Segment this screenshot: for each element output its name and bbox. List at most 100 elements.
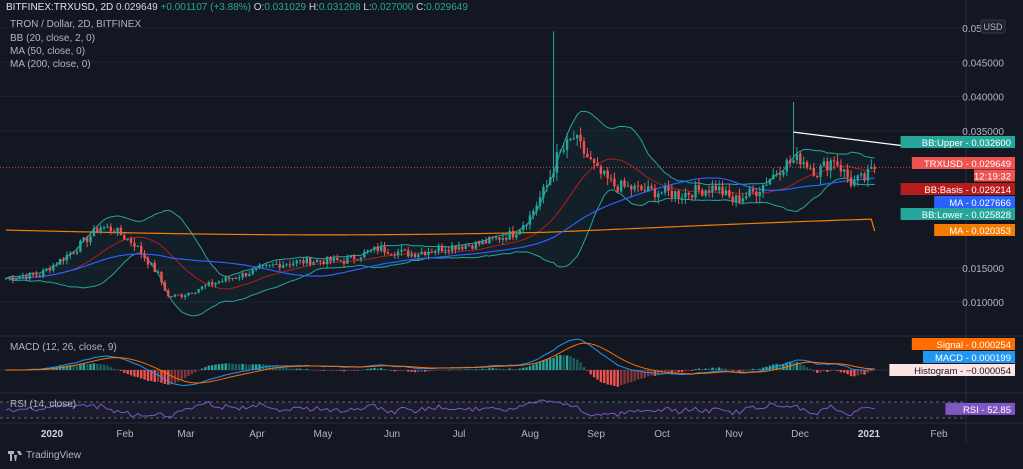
candle-body <box>812 167 816 176</box>
histogram-bar <box>109 367 112 370</box>
candle-body <box>413 254 417 258</box>
candle-body <box>251 269 254 275</box>
macd-indicator-label[interactable]: MACD (12, 26, close, 9) <box>10 342 117 353</box>
candle-body <box>167 290 170 296</box>
histogram-bar <box>849 370 853 377</box>
candle-body <box>498 237 501 240</box>
symbol-name[interactable]: BITFINEX:TRXUSD, 2D <box>6 2 114 13</box>
candle-body <box>565 139 569 150</box>
histogram-bar <box>488 368 491 370</box>
histogram-bar <box>684 370 687 372</box>
candle-body <box>79 240 82 252</box>
candle-body <box>788 160 792 163</box>
histogram-bar <box>535 363 538 370</box>
time-axis-label: Sep <box>587 429 605 440</box>
time-axis-label: Jul <box>453 429 466 440</box>
histogram-bar <box>92 363 96 370</box>
candle-body <box>724 190 728 195</box>
tradingview-name: TradingView <box>26 450 82 461</box>
candle-body <box>663 186 667 193</box>
histogram-bar <box>863 370 866 375</box>
candle-body <box>765 184 768 186</box>
candle-body <box>603 170 606 174</box>
histogram-bar <box>667 370 670 373</box>
candle-body <box>606 170 609 179</box>
time-axis-label: Oct <box>654 429 670 440</box>
histogram-bar <box>680 370 684 373</box>
candle-body <box>204 285 207 287</box>
histogram-bar <box>555 355 559 370</box>
histogram-bar <box>244 364 248 370</box>
candle-body <box>569 138 572 140</box>
candle-body <box>633 185 636 190</box>
histogram-bar <box>491 368 494 370</box>
histogram-bar <box>609 370 613 385</box>
histogram-bar <box>112 368 116 370</box>
candle-body <box>390 254 393 256</box>
histogram-bar <box>156 370 160 382</box>
candle-body <box>254 267 258 270</box>
histogram-bar <box>305 368 309 370</box>
histogram-bar <box>129 370 133 376</box>
candle-body <box>768 179 772 185</box>
candle-body <box>116 227 119 234</box>
ma50-indicator-label[interactable]: MA (50, close, 0) <box>10 46 86 57</box>
candle-body <box>309 257 312 265</box>
histogram-bar <box>799 363 802 370</box>
candle-body <box>684 192 687 198</box>
candle-body <box>210 282 214 285</box>
histogram-bar <box>403 370 407 371</box>
candle-body <box>596 162 599 167</box>
ma200-indicator-label[interactable]: MA (200, close, 0) <box>10 59 91 70</box>
candle-body <box>521 225 525 230</box>
histogram-bar <box>430 370 434 372</box>
histogram-bar <box>603 370 606 384</box>
histogram-bar <box>177 370 180 382</box>
candle-body <box>478 241 481 245</box>
histogram-bar <box>761 367 765 370</box>
candle-body <box>474 241 478 249</box>
signal-line <box>5 342 875 384</box>
chart-title[interactable]: TRON / Dollar, 2D, BITFINEX <box>10 19 142 30</box>
candle-body <box>315 260 319 262</box>
histogram-bar <box>559 354 562 370</box>
histogram-bar <box>69 365 72 370</box>
candle-body <box>717 186 721 191</box>
candle-body <box>772 174 775 180</box>
high-value: 0.031208 <box>318 2 361 13</box>
candle-body <box>609 178 613 180</box>
candle-body <box>481 240 484 245</box>
candle-body <box>312 261 315 265</box>
histogram-bar <box>234 363 238 370</box>
histogram-bar <box>846 370 849 375</box>
histogram-bar <box>133 370 136 377</box>
histogram-bar <box>102 364 106 370</box>
histogram-bar <box>467 369 471 370</box>
rsi-indicator-label[interactable]: RSI (14, close) <box>10 399 77 410</box>
low-label: L: <box>363 2 372 13</box>
histogram-bar <box>190 370 194 375</box>
tradingview-branding[interactable]: TradingView <box>8 450 81 461</box>
histogram-bar <box>461 369 464 371</box>
candle-body <box>775 173 778 175</box>
histogram-bar <box>183 370 187 379</box>
candle-body <box>542 186 545 198</box>
ma50-line <box>5 177 875 280</box>
candle-body <box>332 258 336 262</box>
histogram-bar <box>173 370 177 384</box>
candle-body <box>657 193 660 198</box>
histogram-bar <box>136 370 140 378</box>
histogram-bar <box>843 370 846 373</box>
candle-body <box>548 177 552 186</box>
bb-indicator-label[interactable]: BB (20, close, 2, 0) <box>10 33 96 44</box>
candle-body <box>552 172 555 178</box>
price-badge <box>900 208 1015 220</box>
histogram-bar <box>782 363 785 370</box>
candle-body <box>99 227 102 233</box>
candle-body <box>163 282 167 291</box>
candle-body <box>383 246 386 253</box>
histogram-bar <box>792 362 795 370</box>
open-value: 0.031029 <box>264 2 307 13</box>
histogram-bar <box>562 355 565 370</box>
